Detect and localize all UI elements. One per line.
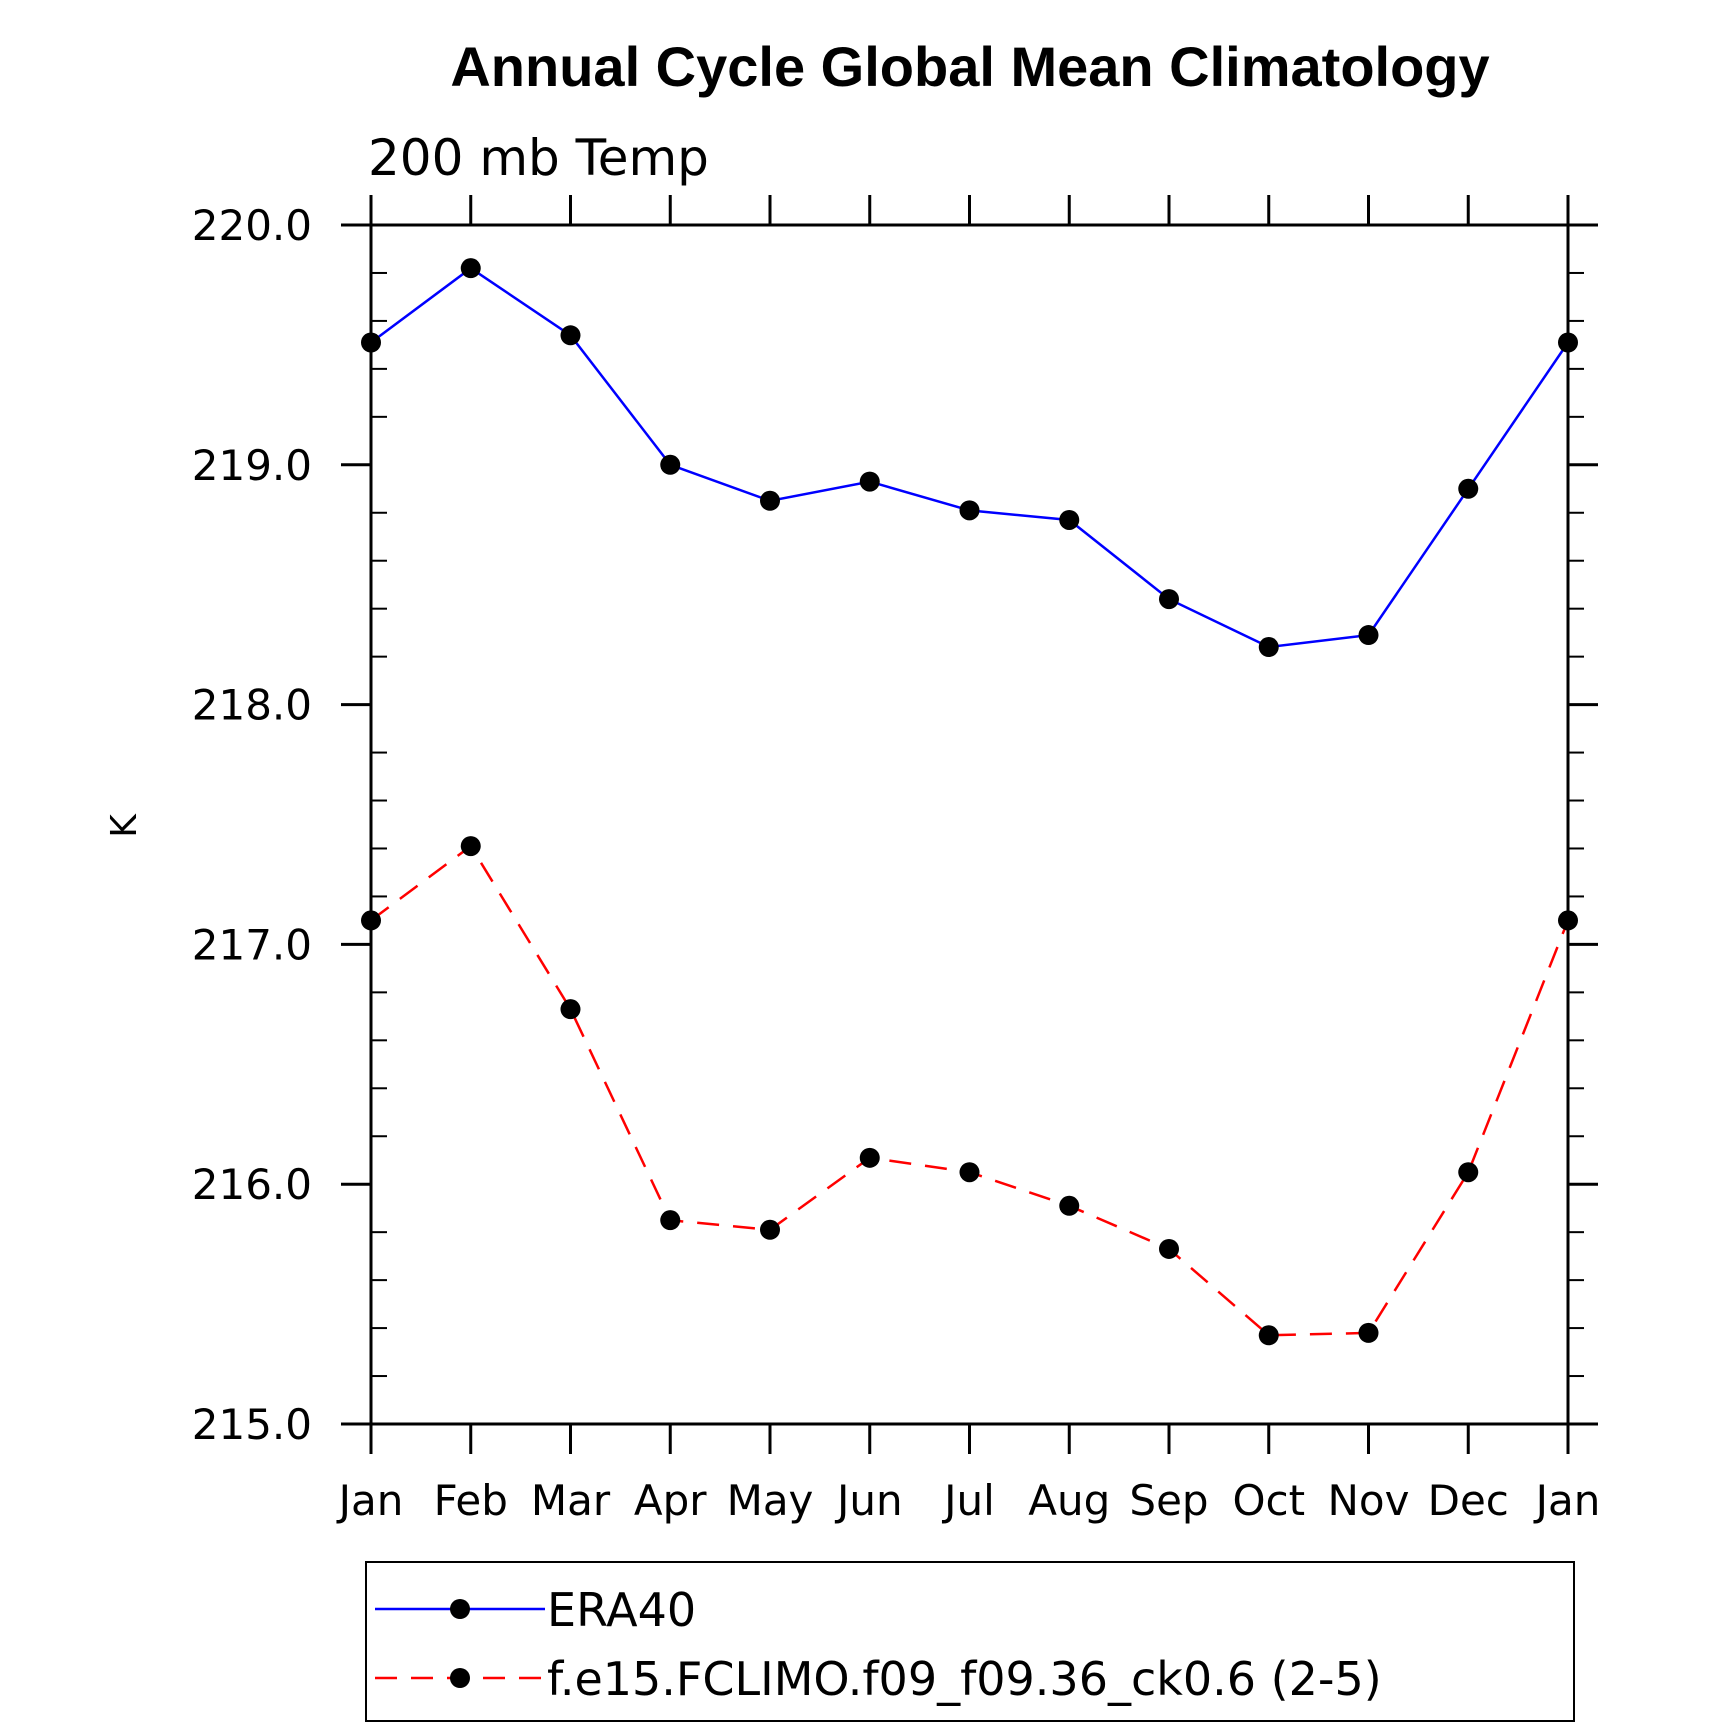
- data-point: [1358, 1322, 1379, 1343]
- data-point: [959, 1162, 980, 1183]
- x-tick-label: Oct: [1232, 1476, 1305, 1525]
- plot-frame: [369, 223, 1570, 1426]
- data-point: [1159, 1238, 1179, 1259]
- legend-marker-1: [450, 1599, 470, 1619]
- legend-marker-2: [450, 1668, 470, 1688]
- chart-title: Annual Cycle Global Mean Climatology: [450, 35, 1489, 98]
- legend-label-2: f.e15.FCLIMO.f09_f09.36_ck0.6 (2-5): [547, 1652, 1382, 1706]
- x-tick-label: Mar: [531, 1476, 611, 1525]
- y-tick-label: 218.0: [192, 681, 312, 730]
- data-point: [1059, 1195, 1080, 1216]
- y-tick-label: 217.0: [192, 920, 312, 969]
- x-tick-label: Feb: [434, 1476, 508, 1525]
- x-tick-label: Apr: [634, 1476, 707, 1525]
- series-line-2: [370, 844, 1570, 1337]
- data-point: [1458, 478, 1479, 499]
- x-tick-label: Sep: [1129, 1476, 1208, 1525]
- data-point: [660, 454, 681, 475]
- data-point: [1059, 509, 1080, 530]
- data-point: [560, 999, 581, 1020]
- chart-subtitle: 200 mb Temp: [368, 129, 709, 187]
- legend-box: [365, 1561, 1575, 1722]
- legend: ERA40 f.e15.FCLIMO.f09_f09.36_ck0.6 (2-5): [365, 1561, 1575, 1722]
- data-point: [859, 1147, 880, 1168]
- data-point: [560, 325, 581, 346]
- data-point: [1258, 637, 1279, 658]
- x-tick-label: Jul: [941, 1476, 995, 1525]
- minor-ticks: [371, 271, 1584, 1378]
- data-point: [760, 1219, 780, 1240]
- x-tick-label: Jun: [834, 1476, 903, 1525]
- y-axis: 215.0 216.0 217.0 218.0 219.0 220.0: [192, 201, 1598, 1449]
- data-point: [959, 500, 980, 521]
- x-tick-label: Dec: [1428, 1476, 1509, 1525]
- x-tick-label: May: [727, 1476, 814, 1525]
- y-axis-label: K: [104, 813, 145, 838]
- legend-label-1: ERA40: [547, 1583, 696, 1637]
- y-tick-label: 220.0: [192, 201, 312, 250]
- x-tick-label: Aug: [1028, 1476, 1110, 1525]
- y-tick-label: 215.0: [192, 1400, 312, 1449]
- y-tick-label: 219.0: [192, 441, 312, 490]
- series-line-1: [370, 266, 1570, 649]
- data-point: [460, 836, 481, 857]
- data-point: [1458, 1162, 1479, 1183]
- data-point: [859, 471, 880, 492]
- data-point: [1159, 589, 1179, 610]
- x-axis: Jan Feb Mar Apr May Jun Jul Aug Sep Oct Nov Dec Jan: [336, 195, 1601, 1525]
- x-tick-label: Jan: [1533, 1476, 1601, 1525]
- data-point: [1258, 1325, 1279, 1346]
- data-point: [760, 490, 780, 511]
- x-tick-label: Nov: [1328, 1476, 1410, 1525]
- x-tick-label: Jan: [336, 1476, 404, 1525]
- data-point: [660, 1210, 681, 1231]
- data-point: [1358, 625, 1379, 646]
- y-tick-label: 216.0: [192, 1160, 312, 1209]
- series-layer: [361, 258, 1578, 1346]
- data-point: [460, 258, 481, 279]
